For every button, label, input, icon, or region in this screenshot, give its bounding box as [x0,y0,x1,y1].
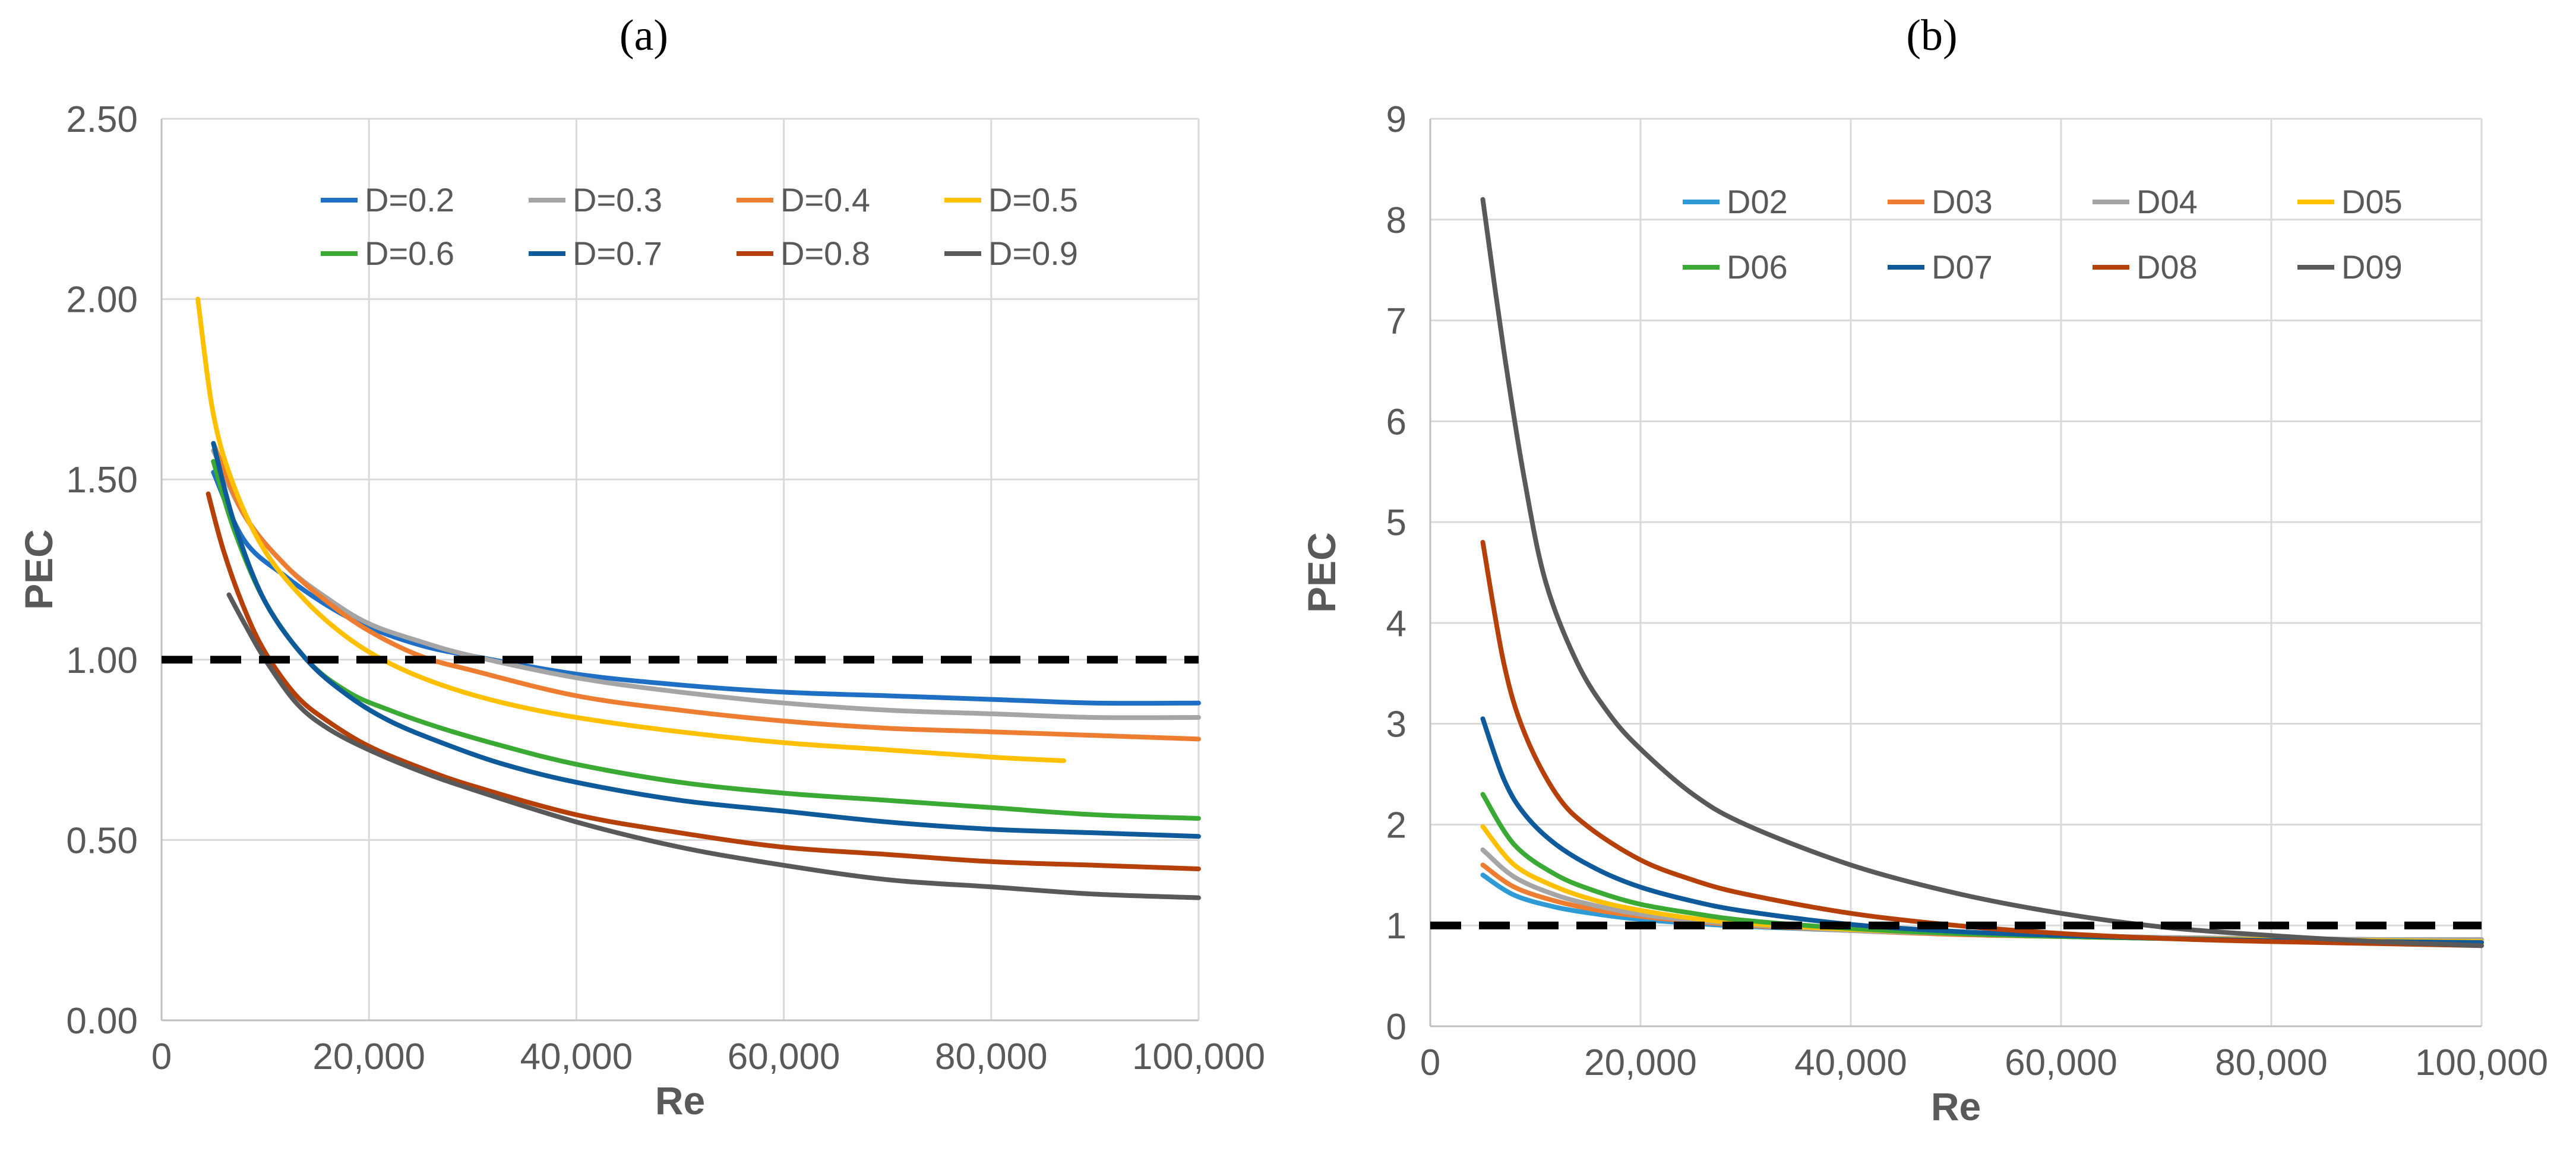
series-line-b-D08 [1480,540,2484,948]
chart-a-svg: 0 20,000 40,000 60,000 80,000 100,000 0.00 0.50… [17,99,1265,1122]
y-tick-label-a-3: 1.50 [66,460,138,501]
legend-label-a-1: D=0.3 [573,181,662,219]
chart-b-svg: 0 20,000 40,000 60,000 80,000 100,000 0 1 2 3 4 5 6 7… [1300,99,2548,1128]
y-tick-label-b-9: 9 [1386,99,1406,140]
legend-label-b-6: D08 [2136,248,2198,286]
y-tick-label-b-2: 2 [1386,805,1406,846]
series-line-a-D06 [211,458,1201,821]
legend-label-b-3: D05 [2341,183,2403,220]
y-axis-title-a: PEC [17,529,61,610]
panel-label-b: (b) [1906,11,1958,60]
x-tick-label-a-1: 20,000 [312,1036,425,1077]
panel-label-a: (a) [619,11,669,60]
y-tick-label-a-2: 1.00 [66,640,138,681]
y-axis-title-b: PEC [1300,532,1344,613]
x-tick-label-a-0: 0 [151,1036,172,1077]
y-tick-label-a-5: 2.50 [66,99,138,140]
y-tick-label-b-0: 0 [1386,1007,1406,1048]
series-line-a-D07 [211,441,1201,839]
y-tick-label-b-7: 7 [1386,301,1406,342]
legend-label-b-5: D07 [1932,248,1993,286]
x-tick-label-a-4: 80,000 [935,1036,1048,1077]
y-tick-label-a-0: 0.00 [66,1001,138,1042]
legend-label-a-3: D=0.5 [988,181,1078,219]
x-tick-label-b-0: 0 [1420,1042,1440,1083]
legend-label-b-2: D04 [2136,183,2198,220]
y-tick-label-b-5: 5 [1386,502,1406,543]
series-line-a-D05 [195,296,1066,763]
legend-label-a-2: D=0.4 [780,181,870,219]
series-line-a-D09 [226,592,1201,900]
legend-label-b-0: D02 [1727,183,1788,220]
y-tick-label-b-8: 8 [1386,200,1406,241]
legend-label-a-5: D=0.7 [573,235,662,272]
legend-label-b-4: D06 [1727,248,1788,286]
chart-panel-a: (a) 0 20,000 40,000 60,000 80,000 100,000 0.00… [17,11,1265,1122]
x-tick-label-a-3: 60,000 [728,1036,840,1077]
y-tick-label-b-1: 1 [1386,906,1406,947]
y-tick-label-b-6: 6 [1386,401,1406,442]
chart-panel-b: (b) 0 20,000 40,000 60,000 80,000 100,000 0 1 2 3… [1288,0,2576,1170]
x-axis-title-b: Re [1931,1084,1981,1128]
legend-label-b-7: D09 [2341,248,2403,286]
series-line-a-D03 [211,448,1201,720]
series-line-a-D04 [211,441,1201,742]
legend-label-a-6: D=0.8 [780,235,870,272]
x-tick-label-a-5: 100,000 [1132,1036,1265,1077]
legend-label-a-4: D=0.6 [365,235,454,272]
x-tick-label-b-1: 20,000 [1584,1042,1697,1083]
series-line-a-D02 [211,470,1201,706]
x-tick-label-b-5: 100,000 [2415,1042,2548,1083]
legend-label-a-7: D=0.9 [988,235,1078,272]
y-tick-label-b-3: 3 [1386,704,1406,745]
y-tick-label-b-4: 4 [1386,603,1406,644]
x-axis-title-a: Re [655,1079,705,1122]
x-tick-label-a-2: 40,000 [520,1036,633,1077]
y-tick-label-a-4: 2.00 [66,280,138,321]
series-line-a-D08 [206,491,1201,871]
legend-label-b-1: D03 [1932,183,1993,220]
x-tick-label-b-2: 40,000 [1794,1042,1907,1083]
legend-label-a-0: D=0.2 [365,181,454,219]
x-tick-label-b-4: 80,000 [2215,1042,2328,1083]
x-tick-label-b-3: 60,000 [2005,1042,2117,1083]
series-line-b-D09 [1480,197,2484,948]
y-tick-label-a-1: 0.50 [66,820,138,861]
